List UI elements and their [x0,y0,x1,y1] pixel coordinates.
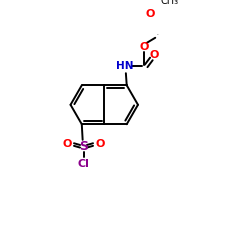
Text: O: O [146,8,155,18]
Text: Cl: Cl [78,159,90,169]
Text: O: O [150,50,159,60]
Text: S: S [79,140,88,153]
Text: O: O [139,42,149,52]
Text: O: O [62,139,72,149]
Text: CH₃: CH₃ [161,0,179,6]
Text: O: O [95,139,104,149]
Text: HN: HN [116,61,134,71]
